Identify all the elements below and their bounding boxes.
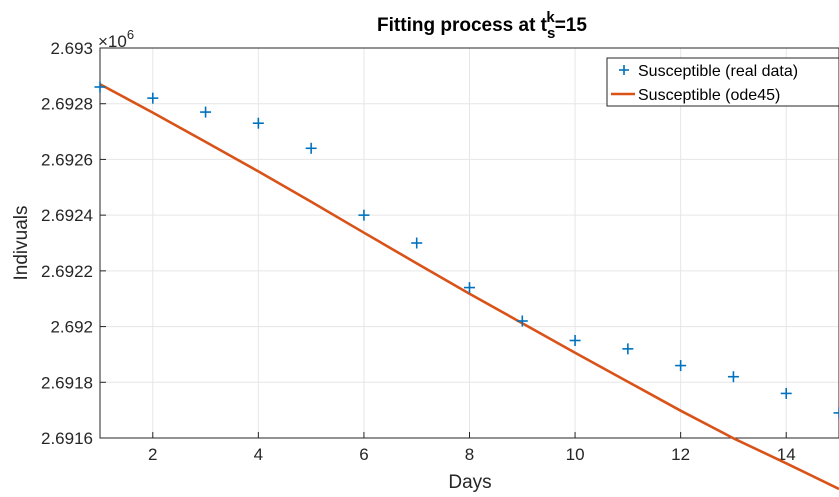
chart-title-superscript: k bbox=[546, 9, 555, 26]
x-tick-label: 2 bbox=[148, 445, 157, 464]
legend-label-ode45: Susceptible (ode45) bbox=[638, 87, 780, 104]
chart-title-subscript: s bbox=[547, 25, 555, 42]
y-axis-label: Indivuals bbox=[11, 206, 32, 281]
y-tick-label: 2.6926 bbox=[41, 150, 93, 169]
y-axis-exponent-power: 6 bbox=[127, 27, 134, 42]
y-tick-label: 2.692 bbox=[50, 318, 93, 337]
x-axis-label: Days bbox=[448, 472, 491, 493]
real-data-point bbox=[464, 282, 475, 294]
axis-ticks: 2 4 6 8 10 12 14 2.6916 2.6918 2.692 2.6922 2.6924 2… bbox=[41, 39, 796, 464]
x-tick-label: 12 bbox=[671, 445, 690, 464]
chart-title: Fitting process at tsk=15 bbox=[377, 9, 587, 42]
y-tick-label: 2.6928 bbox=[41, 95, 93, 114]
legend: Susceptible (real data) Susceptible (ode… bbox=[606, 57, 839, 107]
real-data-point bbox=[833, 407, 839, 419]
y-axis-exponent: ×106 bbox=[98, 27, 134, 51]
chart-title-end: =15 bbox=[555, 15, 588, 36]
x-tick-label: 6 bbox=[359, 445, 368, 464]
x-tick-label: 4 bbox=[254, 445, 263, 464]
real-data-point bbox=[200, 106, 212, 118]
real-data-point bbox=[675, 360, 687, 372]
x-tick-label: 14 bbox=[777, 445, 796, 464]
grid-lines bbox=[100, 48, 839, 438]
real-data-point bbox=[622, 343, 634, 355]
ode45-series-line bbox=[99, 83, 839, 491]
y-tick-label: 2.6924 bbox=[41, 206, 93, 225]
real-data-point bbox=[569, 335, 581, 346]
y-tick-label: 2.6922 bbox=[41, 262, 93, 281]
real-data-point bbox=[94, 81, 106, 93]
real-data-point bbox=[516, 315, 528, 327]
real-data-point bbox=[252, 117, 264, 129]
y-tick-label: 2.693 bbox=[50, 39, 93, 58]
real-data-point bbox=[411, 237, 423, 249]
real-data-point bbox=[358, 209, 370, 221]
real-data-point bbox=[147, 92, 159, 104]
real-data-point bbox=[727, 371, 739, 383]
chart-title-main: Fitting process at t bbox=[377, 15, 548, 36]
legend-label-real-data: Susceptible (real data) bbox=[638, 63, 798, 80]
real-data-point bbox=[305, 142, 317, 154]
y-tick-label: 2.6918 bbox=[41, 373, 93, 392]
x-tick-label: 8 bbox=[465, 445, 474, 464]
y-tick-label: 2.6916 bbox=[41, 429, 93, 448]
x-tick-label: 10 bbox=[566, 445, 585, 464]
y-axis-exponent-base: ×10 bbox=[98, 32, 127, 51]
real-data-point bbox=[780, 387, 792, 399]
legend-box bbox=[606, 57, 839, 107]
data-series bbox=[94, 81, 839, 491]
legend-marker-real-data bbox=[619, 65, 629, 75]
